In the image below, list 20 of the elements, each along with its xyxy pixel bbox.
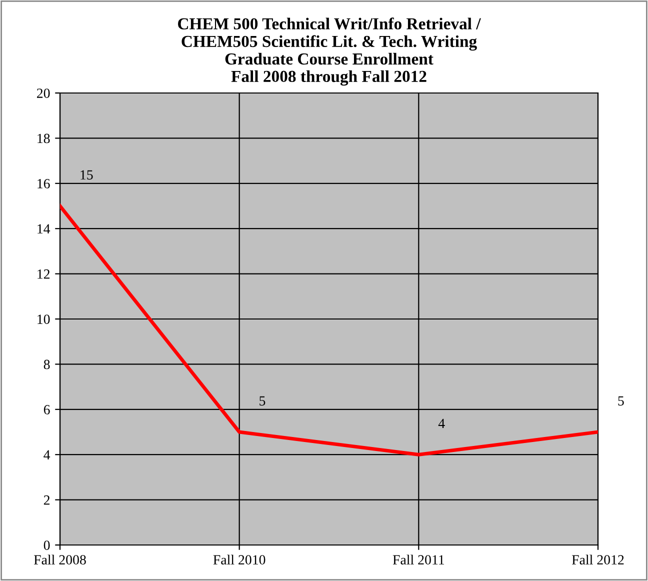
data-label: 15 [80,170,93,180]
y-tick-label: 10 [38,314,50,324]
y-tick-label: 18 [38,134,50,144]
y-tick-label: 20 [37,88,50,98]
y-tick-label: 0 [44,540,50,550]
y-tick-label: 4 [44,450,50,460]
chart-title: CHEM 500 Technical Writ/Info Retrieval / CHEM505 Scientific Lit. & Tech. Writing Graduate Course Enrollment Fall 2008 through Fall 2012 [178,18,481,86]
data-label: 5 [260,396,266,406]
x-tick-label: Fall 2011 [392,554,444,564]
y-tick-label: 16 [38,179,50,188]
y-tick-label: 8 [44,360,50,370]
data-label: 4 [438,418,445,428]
y-tick-label: 14 [38,224,50,234]
y-tick-label: 6 [44,405,50,414]
x-tick-label: Fall 2008 [34,554,86,564]
x-tick-label: Fall 2010 [213,554,266,564]
x-tick-label: Fall 2012 [572,554,624,564]
y-tick-label: 2 [44,495,50,505]
y-tick-label: 12 [38,269,50,279]
data-label: 5 [618,396,624,406]
